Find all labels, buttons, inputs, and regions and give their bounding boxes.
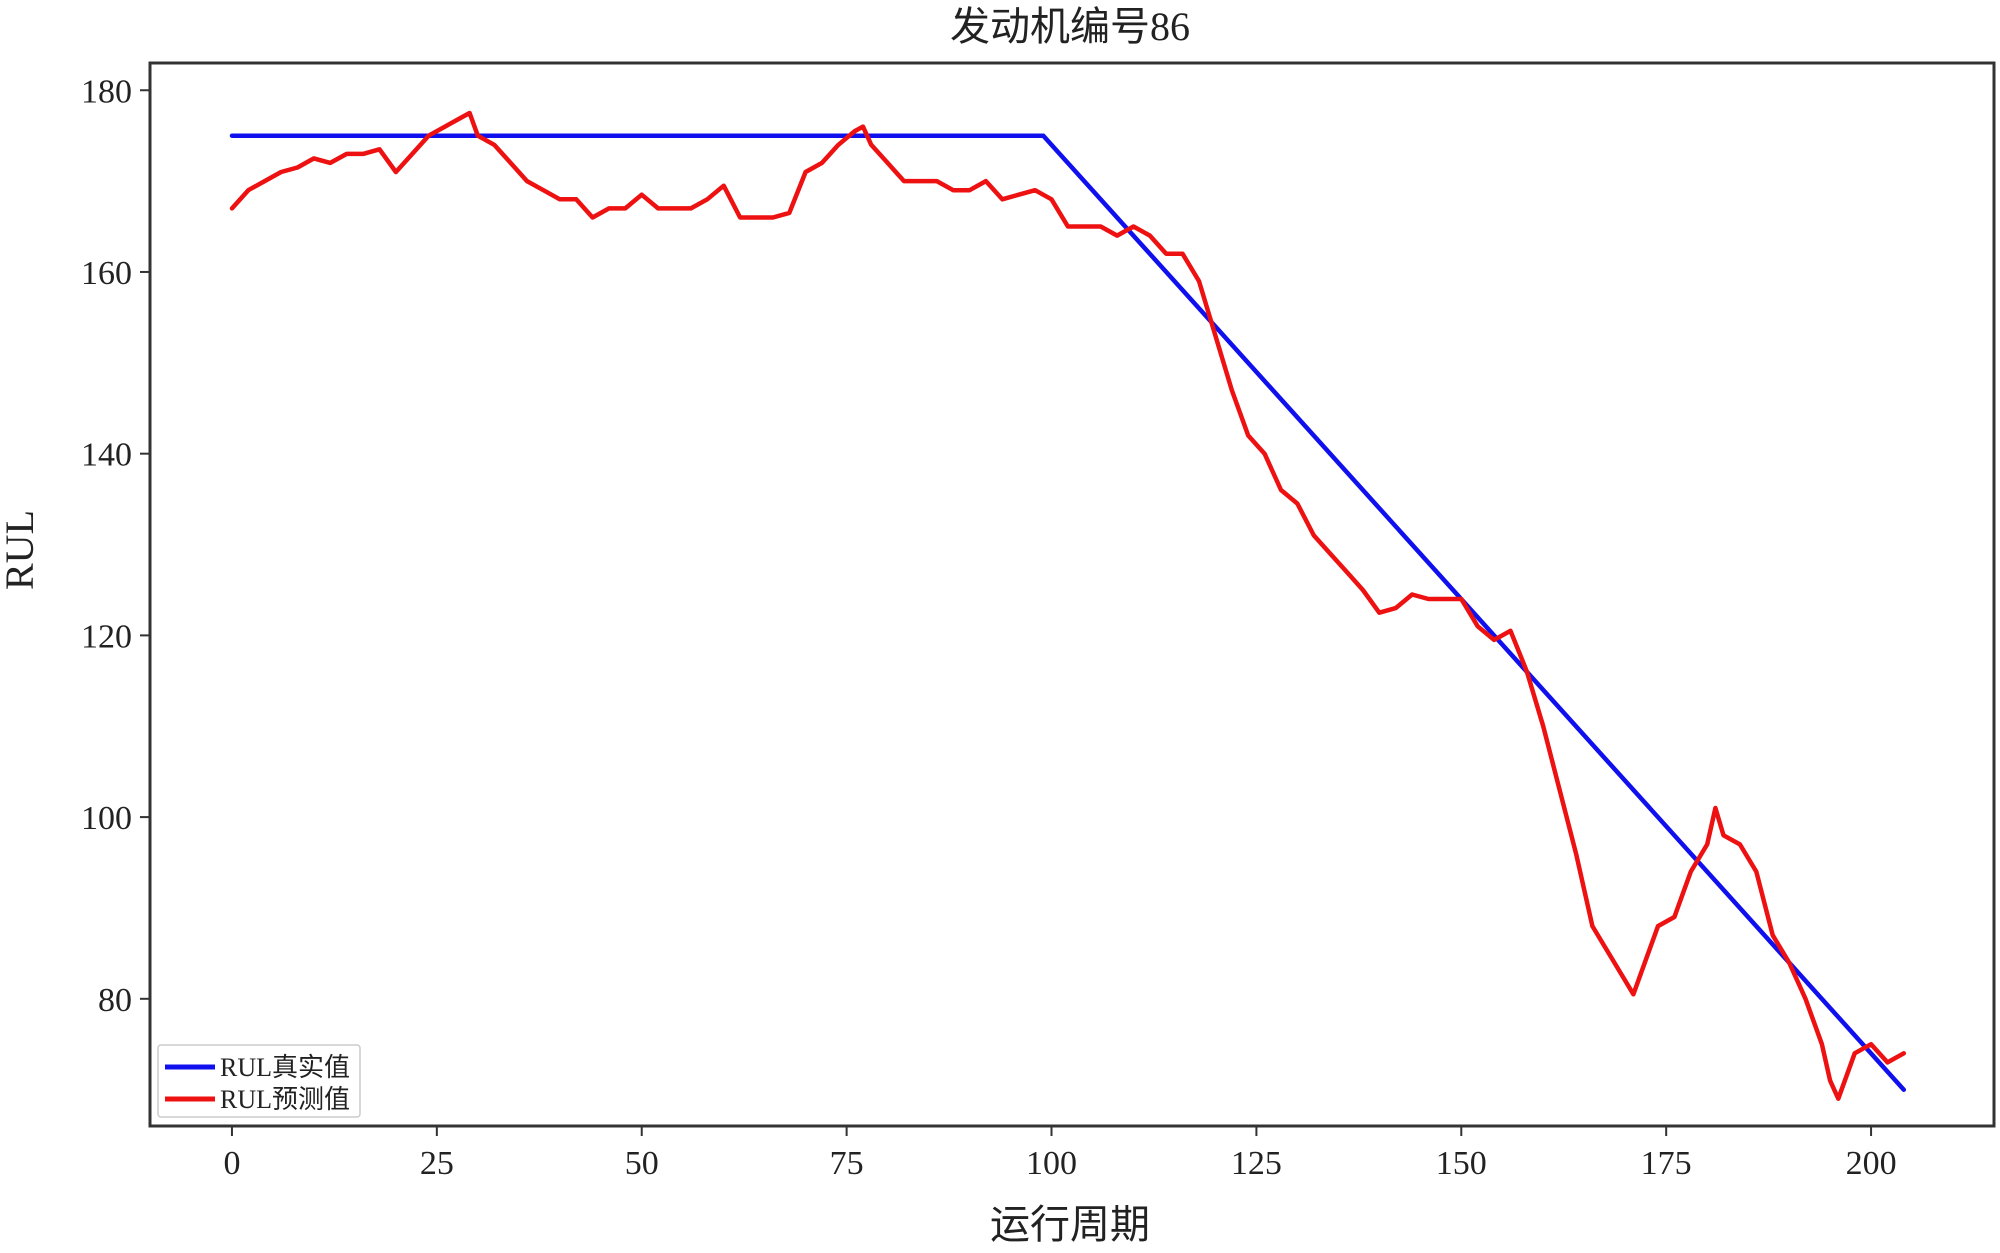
y-tick-label: 180: [81, 73, 132, 110]
y-tick-label: 140: [81, 437, 132, 474]
x-tick-label: 175: [1641, 1145, 1692, 1182]
x-tick-label: 125: [1231, 1145, 1282, 1182]
y-tick-label: 100: [81, 800, 132, 837]
x-tick-label: 50: [625, 1145, 659, 1182]
legend-label-predicted-rul: RUL预测值: [220, 1085, 350, 1114]
chart-title: 发动机编号86: [950, 4, 1190, 49]
y-tick-label: 120: [81, 618, 132, 655]
x-axis-label: 运行周期: [990, 1202, 1150, 1247]
legend-label-true-rul: RUL真实值: [220, 1053, 350, 1082]
y-tick-label: 160: [81, 255, 132, 292]
plot-area-frame: [148, 61, 1996, 1128]
series-line-true-rul: [229, 133, 1907, 1092]
y-tick-label: 80: [98, 982, 132, 1019]
x-tick-label: 75: [830, 1145, 864, 1182]
y-axis: 80 100 120 140 160 180: [81, 73, 150, 1019]
series-layer: [229, 110, 1907, 1101]
x-tick-label: 150: [1436, 1145, 1487, 1182]
x-axis: 0 25 50 75 100 125 150 175 200: [223, 1126, 1897, 1182]
legend: RUL真实值 RUL预测值: [157, 1044, 361, 1118]
x-tick-label: 200: [1846, 1145, 1897, 1182]
x-tick-label: 0: [223, 1145, 240, 1182]
y-axis-label: RUL: [0, 510, 42, 590]
series-line-predicted-rul: [229, 110, 1907, 1101]
x-tick-label: 25: [420, 1145, 454, 1182]
x-tick-label: 100: [1026, 1145, 1077, 1182]
